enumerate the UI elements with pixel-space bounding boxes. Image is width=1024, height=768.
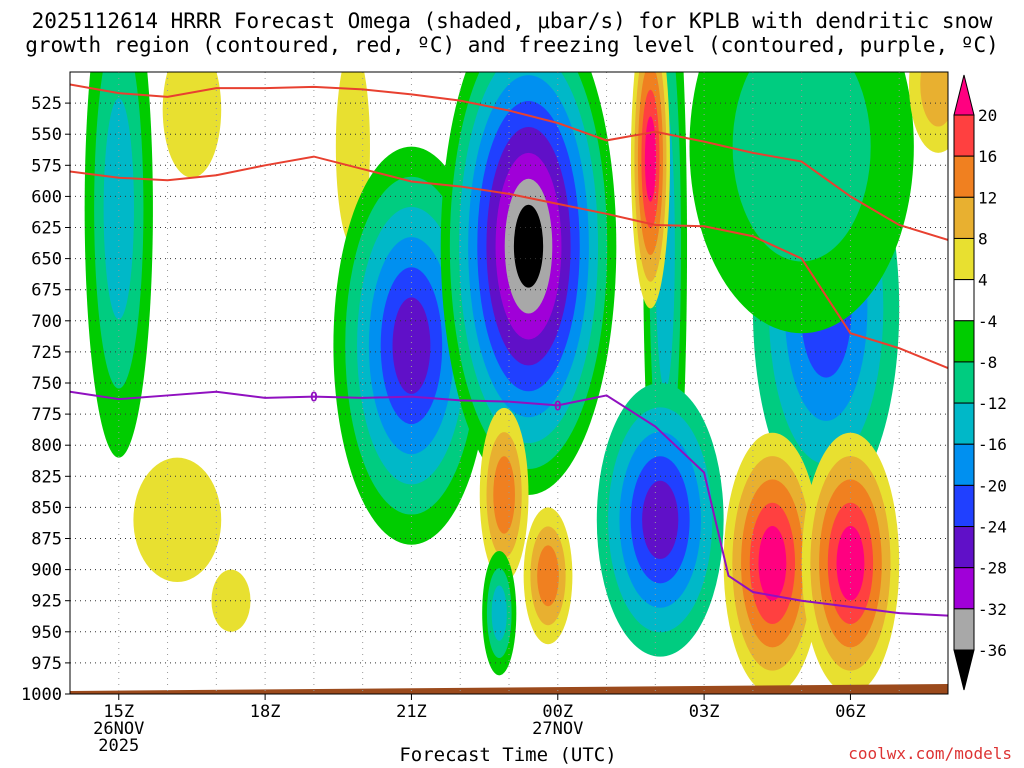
dgz-contour-bottom [70,155,948,369]
axes: 525 550 575 600 625 650 675 700 725 750 775 800 825 8… [21,71,949,756]
ground-surface [70,684,948,694]
y-tick-label: 750 [31,374,62,394]
freezing-level-label: 0 [310,391,318,406]
y-tick-label: 575 [31,156,62,176]
colorbar-label: 4 [978,271,988,290]
y-tick-label: 675 [31,281,62,301]
chart-title-line-1: 2025112614 HRRR Forecast Omega (shaded, … [31,9,993,33]
omega-blob [392,297,431,394]
colorbar-box [953,279,975,322]
y-tick-label: 825 [31,467,62,487]
contour-lines: 00 [70,83,948,617]
colorbar-label: -24 [978,518,1007,537]
colorbar-label: -12 [978,394,1007,413]
y-tick-label: 550 [31,125,62,145]
y-tick-label: 800 [31,436,62,456]
colorbar-box [953,155,975,198]
freezing-level-contour [70,390,948,617]
colorbar-top-arrow [953,74,975,116]
colorbar-box [953,237,975,281]
colorbar-box [953,608,975,651]
omega-blob [644,116,657,202]
y-tick-label: 725 [31,343,62,363]
omega-blob [103,98,134,320]
x-tick-date: 26NOV [93,719,144,739]
colorbar-label: -32 [978,600,1007,619]
y-tick-label: 525 [31,94,62,114]
colorbar-label: -8 [978,353,997,372]
y-tick-label: 625 [31,219,62,239]
y-tick-label: 925 [31,592,62,612]
colorbar-label: 8 [978,229,988,248]
colorbar-label: -20 [978,476,1007,495]
colorbar-label: -4 [978,312,997,331]
colorbar-box [953,484,975,528]
y-tick-label: 850 [31,498,62,518]
colorbar-box [953,196,975,239]
y-tick-label: 875 [31,530,62,550]
y-tick-label: 950 [31,623,62,643]
omega-blob [920,72,948,127]
colorbar-box [953,443,975,486]
omega-shading [70,72,948,694]
colorbar-label: 12 [978,188,997,207]
colorbar-box [953,402,975,445]
x-tick-label: 18Z [250,702,281,722]
x-tick-label: 15Z [103,702,134,722]
x-tick-year: 2025 [98,736,139,756]
x-tick-label: 06Z [835,702,866,722]
colorbar-label: 16 [978,147,997,166]
x-tick-label: 21Z [396,702,427,722]
dgz-contour-top [70,83,948,241]
y-tick-label: 975 [31,654,62,674]
y-tick-label: 1000 [21,685,62,705]
credit-link[interactable]: coolwx.com/models [848,744,1012,763]
colorbar-label: -28 [978,559,1007,578]
x-axis-title: Forecast Time (UTC) [399,744,617,766]
omega-blob [493,456,515,534]
omega-blob [732,72,871,262]
colorbar-box [953,320,975,363]
omega-blob [537,545,559,607]
omega-blob [491,585,507,641]
colorbar-box [953,361,975,404]
colorbar-label: -36 [978,641,1007,660]
colorbar-box [953,526,975,569]
y-tick-label: 900 [31,561,62,581]
x-tick-label: 03Z [689,702,720,722]
colorbar-label: 20 [978,106,997,125]
omega-blob [758,526,787,601]
x-tick-date: 27NOV [532,719,583,739]
y-tick-label: 775 [31,405,62,425]
freezing-level-label: 0 [554,399,562,414]
y-tick-label: 650 [31,250,62,270]
x-tick-label: 00Z [542,702,573,722]
omega-blob [642,480,679,559]
colorbar: 20 16 12 8 4 -4 -8 -12 -16 -20 -24 -28 -32 -36 [953,74,1007,691]
omega-blob [513,204,544,288]
y-tick-label: 700 [31,312,62,332]
colorbar-box [953,567,975,610]
y-tick-label: 600 [31,187,62,207]
colorbar-box [953,114,975,157]
colorbar-bottom-arrow [953,649,975,691]
omega-blob [162,72,222,178]
omega-blob [133,457,222,583]
omega-blob [836,526,865,601]
chart-title-line-2: growth region (contoured, red, ºC) and f… [25,33,999,57]
colorbar-label: -16 [978,435,1007,454]
